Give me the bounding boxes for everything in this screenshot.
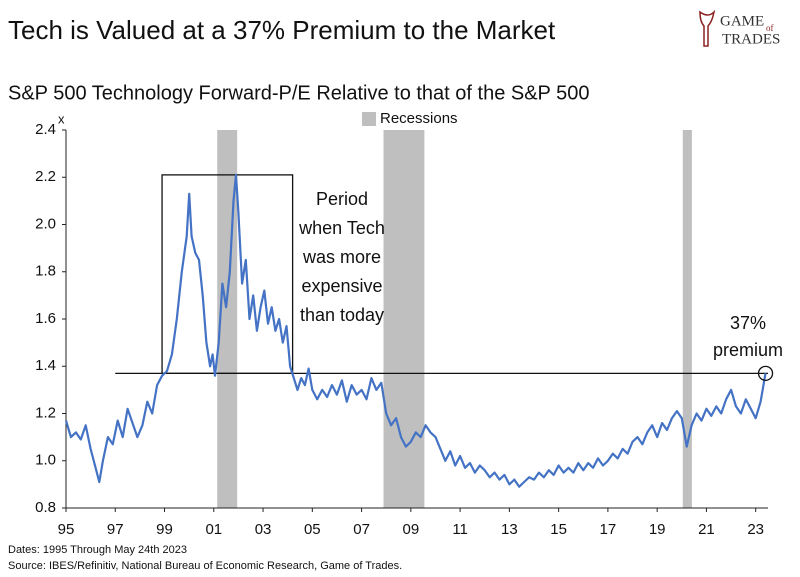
x-tick-label: 11 (452, 521, 468, 538)
y-tick-label: 2.0 (35, 215, 56, 232)
y-tick-label: 1.2 (35, 404, 56, 421)
x-tick-label: 07 (353, 521, 370, 538)
chart-title: Tech is Valued at a 37% Premium to the M… (8, 15, 556, 45)
chart-subtitle: S&P 500 Technology Forward-P/E Relative … (8, 82, 589, 104)
line-series (64, 173, 767, 488)
x-tick-label: 03 (255, 521, 272, 538)
annotation: premium (713, 340, 783, 360)
x-tick-label: 09 (402, 521, 419, 538)
x-tick-label: 21 (698, 521, 715, 538)
annotation: 37% (730, 313, 766, 333)
annotation: when Tech (298, 218, 385, 238)
annotation: than today (300, 305, 384, 325)
logo-text: TRADES (722, 31, 780, 47)
annotation: was more (302, 247, 381, 267)
x-tick-label: 23 (747, 521, 764, 538)
y-tick-label: 1.8 (35, 263, 56, 280)
y-tick-label: 2.4 (35, 121, 56, 138)
y-tick-label: 2.2 (35, 168, 56, 185)
x-tick-label: 17 (600, 521, 617, 538)
x-tick-label: 99 (156, 521, 173, 538)
recession-band (383, 130, 425, 508)
y-unit: x (58, 111, 65, 126)
logo-icon (699, 9, 716, 47)
legend-label: Recessions (380, 110, 458, 127)
annotation: expensive (301, 276, 382, 296)
x-tick-label: 95 (58, 521, 75, 538)
end-circle (757, 365, 774, 381)
logo-text: of (766, 23, 774, 33)
y-tick-label: 1.0 (35, 452, 56, 469)
y-tick-label: 1.6 (35, 310, 56, 327)
annotation: Period (316, 189, 368, 209)
logo: GAME of TRADES (699, 9, 780, 47)
x-tick-label: 97 (107, 521, 124, 538)
recession-band (682, 130, 692, 508)
x-tick-label: 19 (649, 521, 666, 538)
y-tick-label: 1.4 (35, 357, 56, 374)
logo-text: GAME (720, 13, 764, 29)
footnote: Source: IBES/Refinitiv, National Bureau … (8, 560, 402, 572)
footnote: Dates: 1995 Through May 24th 2023 (8, 544, 187, 556)
x-tick-label: 05 (304, 521, 321, 538)
x-tick-label: 01 (205, 521, 222, 538)
x-tick-label: 15 (550, 521, 567, 538)
x-tick-label: 13 (501, 521, 518, 538)
legend-swatch (362, 112, 376, 126)
y-tick-label: 0.8 (35, 499, 56, 516)
